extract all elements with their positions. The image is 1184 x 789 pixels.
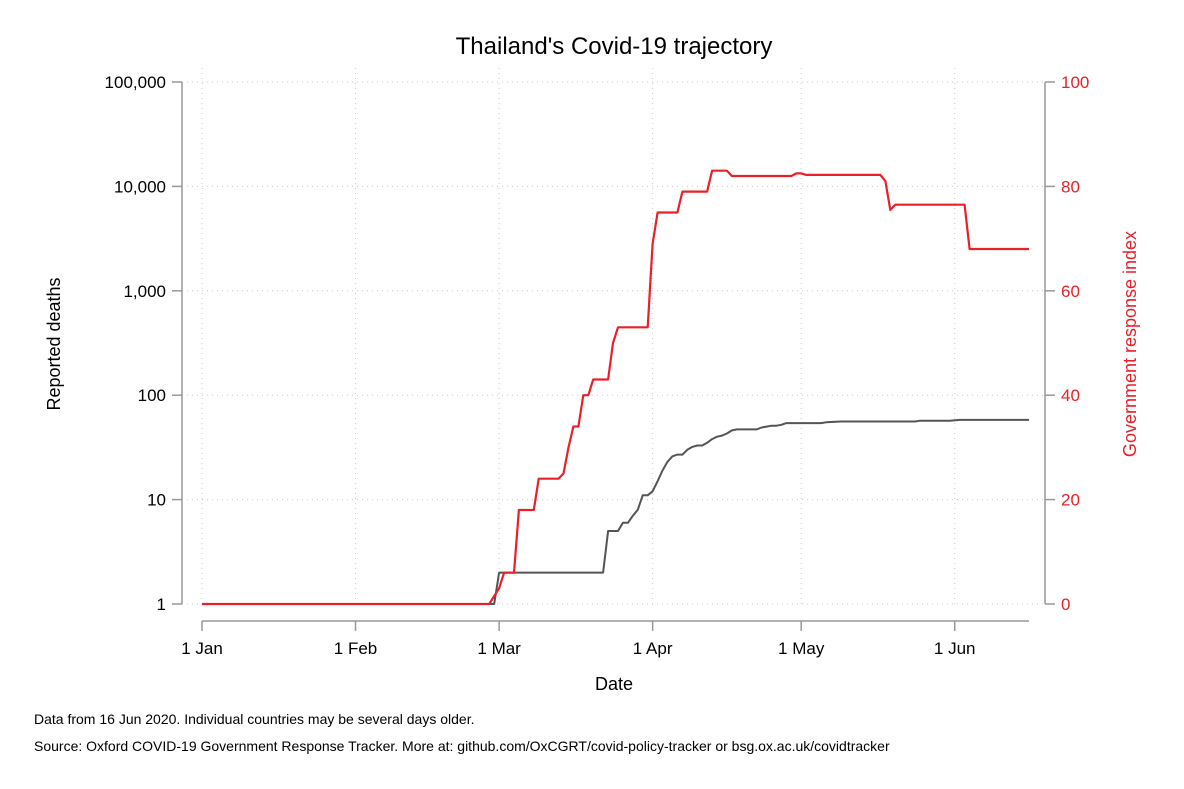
left-tick-label: 1,000 <box>123 282 166 301</box>
right-tick-label: 60 <box>1061 282 1080 301</box>
right-tick-label: 80 <box>1061 177 1080 196</box>
gridlines <box>182 68 1045 605</box>
axes <box>172 81 1055 631</box>
tick-labels: 1 10 100 1,000 10,000 100,000 0 20 40 60 80 100 1 Ja… <box>105 73 1090 658</box>
response-index-line <box>202 169 1029 606</box>
series-lines <box>202 169 1029 606</box>
left-tick-label: 10,000 <box>114 177 166 196</box>
right-tick-label: 100 <box>1061 73 1089 92</box>
x-tick-label: 1 Jun <box>934 639 976 658</box>
left-tick-label: 100,000 <box>105 73 166 92</box>
y-axis-title: Reported deaths <box>44 277 64 410</box>
x-axis-title: Date <box>595 674 633 694</box>
right-tick-label: 20 <box>1061 491 1080 510</box>
left-tick-label: 100 <box>138 386 166 405</box>
chart-title: Thailand's Covid-19 trajectory <box>456 33 773 60</box>
right-tick-label: 0 <box>1061 595 1070 614</box>
x-tick-label: 1 Jan <box>181 639 223 658</box>
y2-axis-title: Government response index <box>1120 231 1140 457</box>
left-tick-label: 1 <box>157 595 166 614</box>
x-tick-label: 1 Feb <box>334 639 377 658</box>
reported-deaths-line <box>202 418 1029 605</box>
source-note: Source: Oxford COVID-19 Government Respo… <box>34 738 890 754</box>
right-tick-label: 40 <box>1061 386 1080 405</box>
chart: 1 10 100 1,000 10,000 100,000 0 20 40 60 80 100 1 Ja… <box>44 33 1140 694</box>
x-tick-label: 1 Mar <box>477 639 521 658</box>
data-date-note: Data from 16 Jun 2020. Individual countr… <box>34 711 475 727</box>
x-tick-label: 1 Apr <box>633 639 673 658</box>
x-tick-label: 1 May <box>778 639 825 658</box>
left-tick-label: 10 <box>147 491 166 510</box>
